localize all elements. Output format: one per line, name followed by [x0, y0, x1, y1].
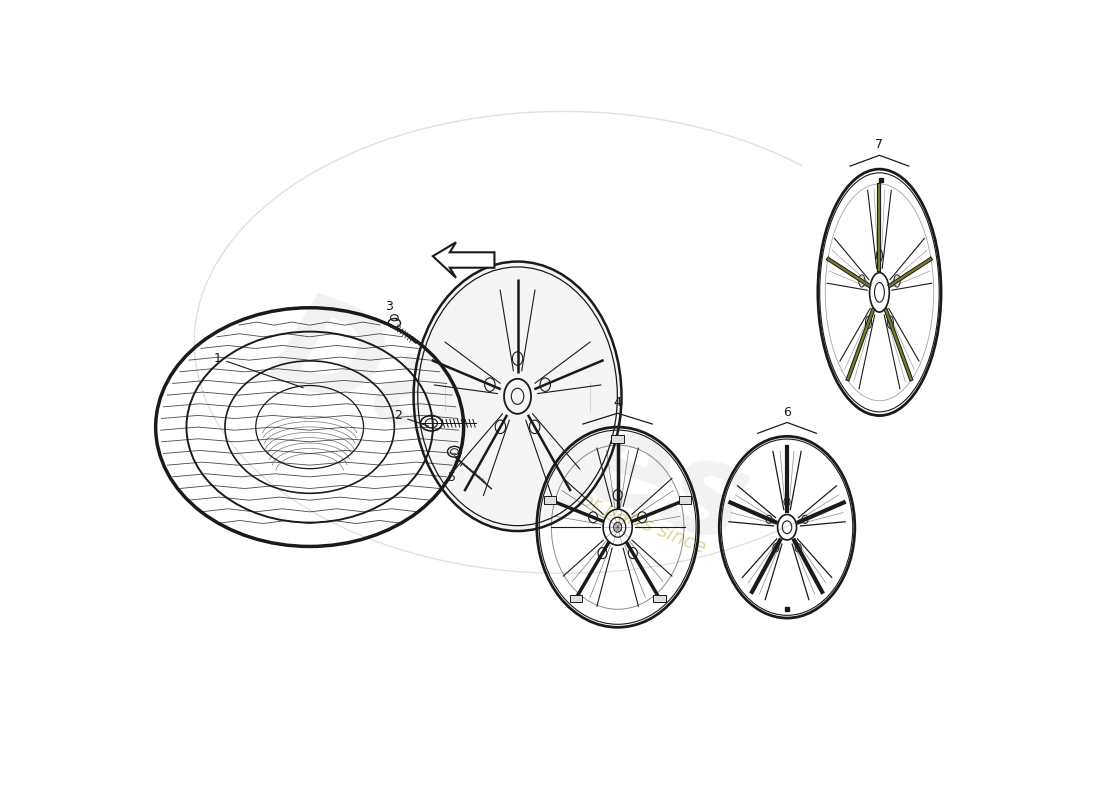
Text: 2: 2: [395, 410, 429, 426]
Text: 6: 6: [783, 406, 791, 418]
Ellipse shape: [614, 522, 622, 532]
Text: 5: 5: [449, 464, 462, 484]
Ellipse shape: [414, 262, 622, 531]
FancyBboxPatch shape: [570, 594, 582, 602]
Text: a passion for parts since: a passion for parts since: [481, 450, 708, 558]
FancyBboxPatch shape: [612, 435, 624, 443]
Text: 7: 7: [876, 138, 883, 151]
FancyBboxPatch shape: [679, 496, 692, 504]
Text: 4: 4: [614, 396, 622, 410]
FancyBboxPatch shape: [653, 594, 666, 602]
Text: Darres: Darres: [254, 282, 766, 572]
FancyBboxPatch shape: [543, 496, 557, 504]
Text: 1: 1: [213, 352, 304, 388]
Polygon shape: [433, 242, 495, 278]
Text: 3: 3: [385, 300, 397, 321]
